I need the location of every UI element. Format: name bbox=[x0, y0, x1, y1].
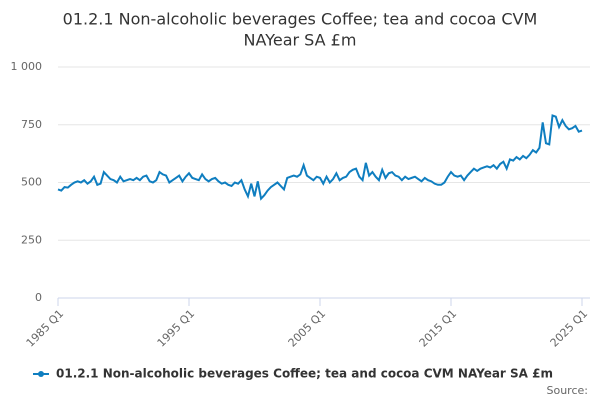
y-tick-label: 750 bbox=[21, 118, 42, 131]
y-tick-label: 250 bbox=[21, 233, 42, 246]
y-tick-label: 1 000 bbox=[11, 60, 43, 73]
y-tick-label: 0 bbox=[35, 291, 42, 304]
x-tick-label: 1995 Q1 bbox=[155, 307, 198, 350]
legend-label: 01.2.1 Non-alcoholic beverages Coffee; t… bbox=[56, 367, 553, 381]
y-tick-label: 500 bbox=[21, 176, 42, 189]
legend-marker bbox=[38, 371, 44, 377]
chart-title: NAYear SA £m bbox=[244, 31, 357, 50]
x-tick-label: 2015 Q1 bbox=[417, 307, 460, 350]
x-tick-label: 2025 Q1 bbox=[548, 307, 591, 350]
x-tick-label: 2005 Q1 bbox=[286, 307, 329, 350]
x-tick-label: 1985 Q1 bbox=[24, 307, 67, 350]
chart-title: 01.2.1 Non-alcoholic beverages Coffee; t… bbox=[63, 10, 538, 29]
source: Source: bbox=[547, 384, 589, 397]
data-line bbox=[57, 114, 583, 201]
